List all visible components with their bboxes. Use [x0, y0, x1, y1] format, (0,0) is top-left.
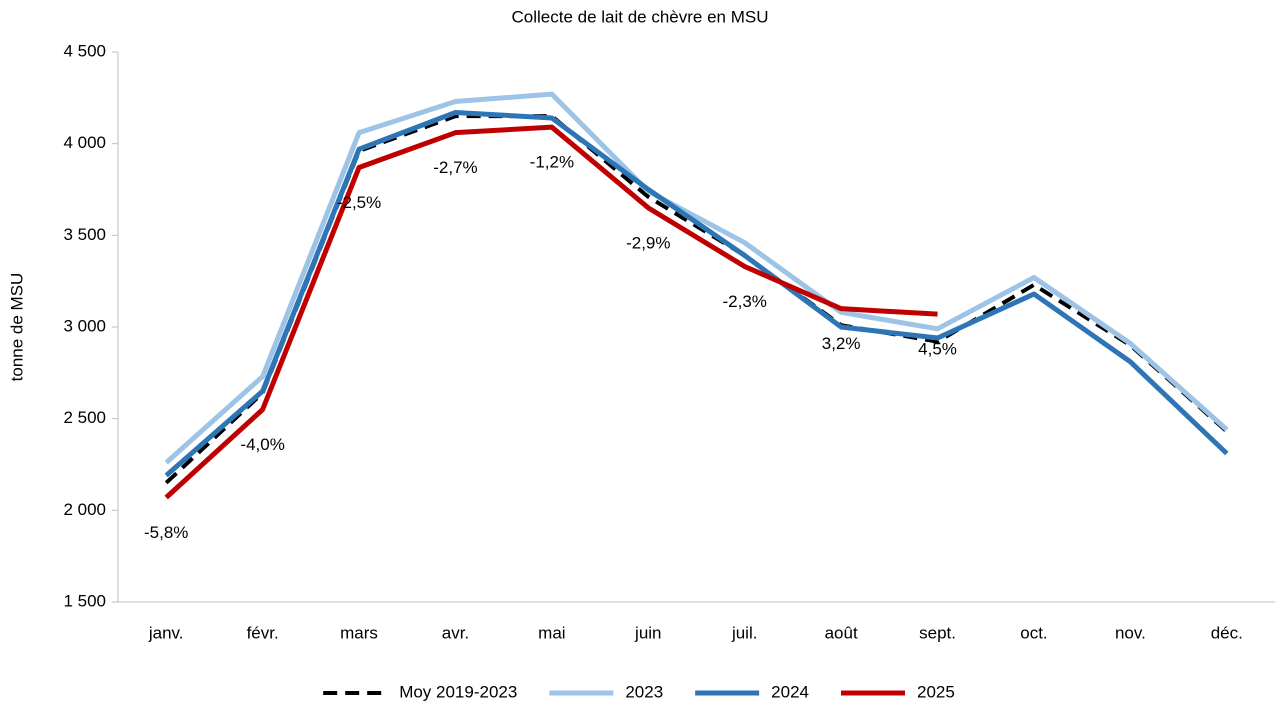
- series-line: [164, 114, 1229, 485]
- x-tick-label: juin: [634, 623, 661, 642]
- data-label: 4,5%: [918, 340, 957, 359]
- x-tick-label: janv.: [148, 623, 184, 642]
- chart-title: Collecte de lait de chèvre en MSU: [511, 7, 768, 26]
- x-tick-label: juil.: [731, 623, 758, 642]
- y-tick-label: 1 500: [63, 591, 106, 610]
- y-tick-label: 3 500: [63, 225, 106, 244]
- data-label: -1,2%: [530, 153, 574, 172]
- x-tick-label: déc.: [1211, 623, 1243, 642]
- y-tick-label: 4 500: [63, 41, 106, 60]
- data-label: 3,2%: [822, 334, 861, 353]
- legend-label: 2024: [771, 682, 809, 701]
- x-tick-label: févr.: [247, 623, 279, 642]
- data-label: -2,3%: [722, 292, 766, 311]
- legend-label: 2023: [625, 682, 663, 701]
- x-tick-label: nov.: [1115, 623, 1146, 642]
- series-line: [164, 110, 1229, 478]
- x-tick-label: oct.: [1020, 623, 1047, 642]
- data-label: -5,8%: [144, 523, 188, 542]
- legend-label: 2025: [917, 682, 955, 701]
- data-label: -4,0%: [240, 435, 284, 454]
- legend-label: Moy 2019-2023: [399, 682, 517, 701]
- data-label: -2,7%: [433, 158, 477, 177]
- x-tick-label: sept.: [919, 623, 956, 642]
- series-line: [164, 124, 938, 500]
- x-tick-label: mars: [340, 623, 378, 642]
- y-tick-label: 3 000: [63, 316, 106, 335]
- series-line: [164, 91, 1229, 465]
- data-label: -2,5%: [337, 193, 381, 212]
- x-tick-label: mai: [538, 623, 565, 642]
- y-tick-label: 2 500: [63, 408, 106, 427]
- y-tick-label: 2 000: [63, 500, 106, 519]
- y-tick-label: 4 000: [63, 133, 106, 152]
- x-tick-label: avr.: [442, 623, 469, 642]
- data-label: -2,9%: [626, 233, 670, 252]
- x-tick-label: août: [825, 623, 858, 642]
- y-axis-title: tonne de MSU: [7, 273, 26, 382]
